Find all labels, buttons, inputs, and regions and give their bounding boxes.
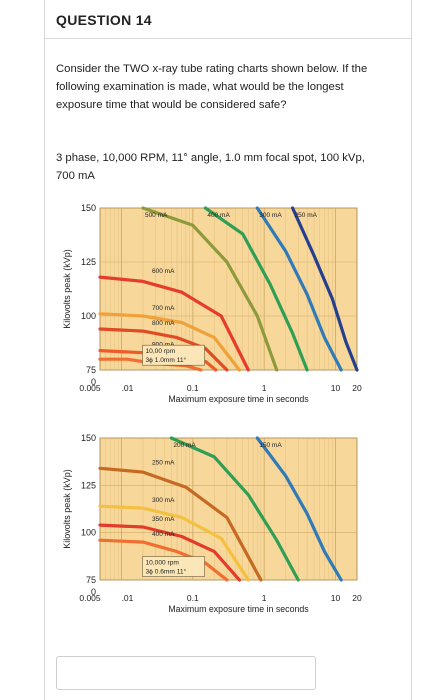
series-label: 700 mA [152, 305, 175, 312]
series-label: 150 mA [259, 442, 282, 449]
x-axis-label: Maximum exposure time in seconds [168, 604, 309, 614]
x-tick-label: 0.005 [79, 383, 101, 393]
plot-area [99, 207, 358, 371]
y-tick-label: 75 [86, 575, 96, 585]
x-axis-label: Maximum exposure time in seconds [168, 394, 309, 404]
series-line-600-ma [98, 275, 250, 372]
tube-spec-text: 3ϕ 1.0mm 11° [146, 356, 187, 364]
series-label: 300 mA [259, 212, 282, 219]
x-tick-label: .01 [122, 593, 134, 603]
series-label: 300 mA [152, 497, 175, 504]
x-tick-label: 1 [262, 383, 267, 393]
series-line-700-ma [98, 312, 241, 372]
tube-spec-box [142, 344, 205, 366]
y-tick-label: 125 [81, 257, 96, 267]
series-label: 250 mA [295, 212, 318, 219]
y-axis-label: Kilovolts peak (kVp) [62, 469, 72, 549]
question-title: QUESTION 14 [56, 12, 152, 28]
series-line-400-ma [203, 206, 309, 372]
x-tick-label: 10 [331, 593, 341, 603]
y-tick-label: 75 [86, 365, 96, 375]
x-tick-label: 1 [262, 593, 267, 603]
x-tick-label: 20 [352, 383, 362, 393]
y-tick-label: 0 [91, 587, 96, 597]
series-label: 800 mA [152, 320, 175, 327]
answer-input[interactable] [56, 656, 316, 690]
x-tick-label: 0.1 [187, 383, 199, 393]
series-label: 400 mA [207, 212, 230, 219]
x-tick-label: 0.005 [79, 593, 101, 603]
tube-spec-text: 10,000 rpm [146, 560, 180, 567]
series-label: 600 mA [152, 268, 175, 275]
series-label: 200 mA [173, 442, 196, 449]
series-line-300-ma [255, 206, 343, 372]
series-line-150-ma [255, 436, 343, 582]
series-line-400-ma [98, 538, 229, 582]
tube-spec-text: 10,00 rpm [146, 348, 176, 355]
y-tick-label: 100 [81, 528, 96, 538]
exam-parameters: 3 phase, 10,000 RPM, 11° angle, 1.0 mm f… [56, 152, 365, 182]
y-tick-label: 100 [81, 311, 96, 321]
series-line-350-ma [98, 523, 241, 582]
y-tick-label: 150 [81, 433, 96, 443]
y-tick-label: 125 [81, 480, 96, 490]
series-label: 500 mA [145, 212, 168, 219]
series-line-250-ma [98, 466, 263, 582]
title-divider [44, 38, 411, 39]
series-line-500-ma [141, 206, 279, 372]
question-prompt: Consider the TWO x-ray tube rating chart… [56, 63, 368, 111]
y-tick-label: 150 [81, 203, 96, 213]
series-line-250-ma [291, 206, 359, 372]
x-tick-label: 20 [352, 593, 362, 603]
x-tick-label: 0.1 [187, 593, 199, 603]
tube-spec-box [142, 556, 205, 577]
series-line-200-ma [169, 436, 300, 582]
tube-spec-text: 3ϕ 0.6mm 11° [146, 568, 187, 576]
chart-svg-2: 400 mA 350 mA 300 mA 250 mA 200 mA 150 mA 150 1… [62, 433, 362, 614]
x-tick-label: .01 [122, 383, 134, 393]
y-axis-label: Kilovolts peak (kVp) [62, 249, 72, 329]
x-tick-label: 10 [331, 383, 341, 393]
y-tick-label: 0 [91, 377, 96, 387]
tube-rating-chart-2: 400 mA 350 mA 300 mA 250 mA 200 mA 150 mA 150 1… [60, 428, 365, 628]
series-label: 250 mA [152, 459, 175, 466]
series-line-800-ma [98, 327, 229, 372]
series-label: 400 mA [152, 531, 175, 538]
series-line-300-ma [98, 504, 250, 582]
series-label: 350 mA [152, 516, 175, 523]
